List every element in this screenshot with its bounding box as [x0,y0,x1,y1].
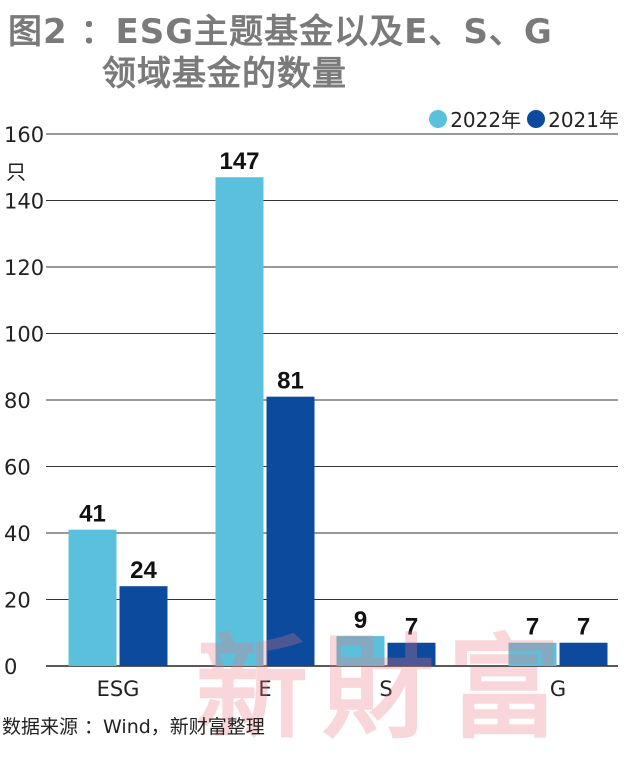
bar-e-2021 [266,396,315,666]
y-tick-label-100: 100 [4,323,44,347]
bar-s-2022 [336,636,385,666]
legend: 2022年 2021年 [429,104,619,133]
x-tick-label-s: S [379,677,392,701]
legend-swatch-2021 [527,109,546,128]
data-label-e-2022: 147 [219,148,259,175]
chart-title-line-2: 领域基金的数量 [102,54,347,94]
legend-label-2021: 2021年 [548,108,619,132]
legend-item-2021: 2021年 [527,104,619,133]
data-label-esg-2022: 41 [79,501,106,528]
y-axis-unit: 只 [6,160,26,184]
data-label-s-2021: 7 [405,614,418,641]
legend-swatch-2022 [429,109,448,128]
data-label-s-2022: 9 [354,607,367,634]
y-tick-label-160: 160 [4,123,44,147]
legend-label-2022: 2022年 [450,108,522,132]
y-tick-label-20: 20 [4,589,31,613]
y-tick-label-40: 40 [4,522,31,546]
bar-chart: 0 20 40 60 80 100 120 140 160 41 24 ESG 147 81 E 9 7 S 7 7 G [4,123,618,701]
bar-esg-2022 [68,529,117,666]
x-tick-label-g: G [550,677,566,701]
y-tick-label-0: 0 [4,655,17,679]
bar-e-2022 [215,177,264,666]
y-tick-label-60: 60 [4,456,31,480]
x-tick-label-esg: ESG [97,677,140,701]
chart-title-line-1: 图2 ：ESG主题基金以及E、S、G [8,12,553,52]
data-label-esg-2021: 24 [130,557,157,584]
source-note: 数据来源 ：Wind，新财富整理 [2,716,265,738]
y-tick-label-120: 120 [4,256,44,280]
data-label-g-2021: 7 [577,614,590,641]
bar-esg-2021 [119,586,168,666]
bar-s-2021 [387,642,436,666]
y-tick-label-140: 140 [4,190,44,214]
bar-g-2022 [508,642,557,666]
data-label-e-2021: 81 [277,368,304,395]
y-tick-label-80: 80 [4,389,31,413]
x-tick-label-e: E [258,677,271,701]
data-label-g-2022: 7 [526,614,539,641]
legend-item-2022: 2022年 [429,104,521,133]
bar-g-2021 [559,642,608,666]
